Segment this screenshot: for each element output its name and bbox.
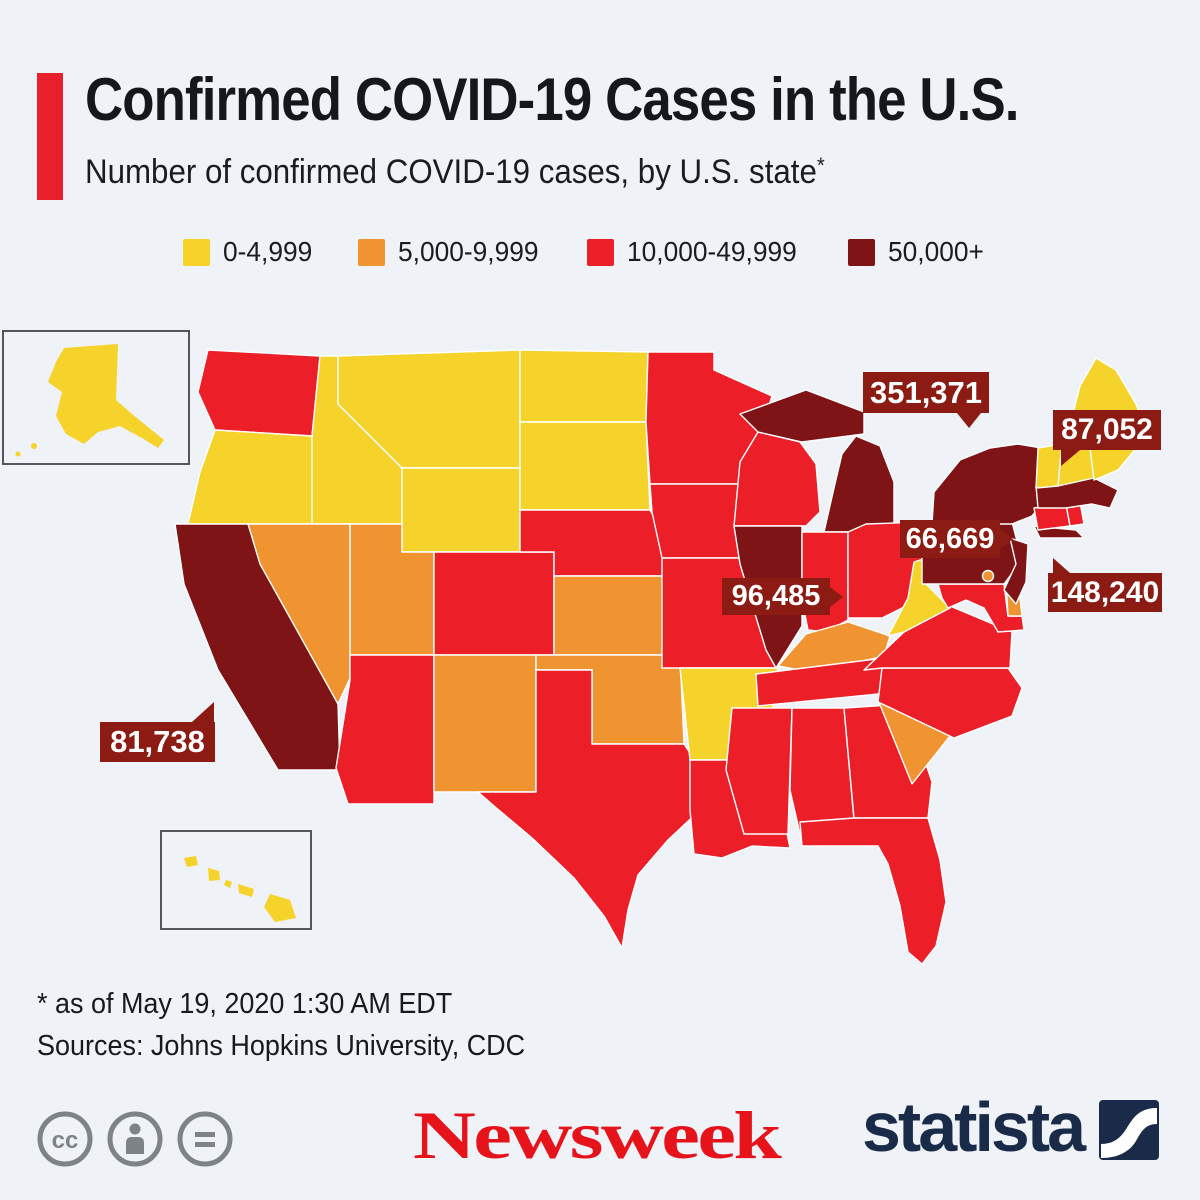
callout-new-york: 351,371 bbox=[863, 372, 989, 428]
state-ny bbox=[931, 443, 1043, 525]
title-accent-bar bbox=[37, 73, 63, 200]
alaska-island bbox=[31, 443, 37, 449]
state-sd bbox=[519, 421, 651, 511]
no-derivatives-equals-icon bbox=[177, 1111, 233, 1167]
state-ak bbox=[48, 344, 164, 448]
legend: 0-4,999 5,000-9,999 10,000-49,999 50,000… bbox=[183, 236, 990, 268]
state-nv bbox=[247, 523, 351, 705]
state-ms bbox=[725, 707, 793, 835]
hawaii-island-big bbox=[264, 894, 296, 922]
hawaii-island bbox=[238, 884, 254, 897]
cc-license-icons: cc bbox=[36, 1110, 234, 1168]
state-fl bbox=[799, 817, 947, 965]
callout-california: 81,738 bbox=[100, 702, 215, 762]
legend-label: 50,000+ bbox=[888, 236, 984, 267]
alaska-island bbox=[15, 451, 21, 457]
legend-swatch-yellow bbox=[183, 238, 210, 266]
legend-swatch-red bbox=[587, 238, 615, 266]
state-ks bbox=[553, 575, 681, 656]
state-wy bbox=[401, 467, 521, 553]
state-nd bbox=[519, 349, 649, 423]
page-title: Confirmed COVID-19 Cases in the U.S. bbox=[85, 66, 1019, 133]
footnote-sources: Sources: Johns Hopkins University, CDC bbox=[37, 1030, 526, 1062]
legend-item-bucket-1: 0-4,999 bbox=[183, 236, 318, 268]
state-nm bbox=[433, 654, 537, 793]
svg-text:cc: cc bbox=[52, 1127, 79, 1154]
state-al bbox=[789, 707, 855, 835]
page-subtitle: Number of confirmed COVID-19 cases, by U… bbox=[85, 153, 825, 191]
state-or bbox=[187, 429, 319, 525]
legend-item-bucket-3: 10,000-49,999 bbox=[587, 236, 808, 268]
legend-item-bucket-2: 5,000-9,999 bbox=[357, 236, 547, 268]
hawaii-inset bbox=[160, 830, 312, 930]
subtitle-asterisk: * bbox=[816, 153, 825, 178]
cc-icon: cc bbox=[37, 1111, 93, 1167]
state-nj bbox=[1003, 537, 1029, 605]
legend-label: 5,000-9,999 bbox=[397, 236, 539, 267]
state-md bbox=[937, 583, 1025, 633]
legend-swatch-darkred bbox=[848, 238, 876, 266]
callout-massachusetts: 87,052 bbox=[1053, 410, 1161, 466]
us-mainland-map bbox=[174, 349, 1149, 965]
legend-label: 10,000-49,999 bbox=[627, 236, 798, 267]
state-dc-dot bbox=[981, 569, 995, 583]
attribution-person-icon bbox=[107, 1111, 163, 1167]
statista-logo: statista bbox=[862, 1088, 1160, 1166]
hawaii-island bbox=[208, 868, 220, 881]
state-mi bbox=[823, 435, 895, 533]
footnote-date: * as of May 19, 2020 1:30 AM EDT bbox=[37, 988, 453, 1020]
callout-illinois: 96,485 bbox=[722, 578, 843, 615]
hawaii-island bbox=[224, 880, 232, 888]
callout-new-jersey: 148,240 bbox=[1048, 558, 1162, 612]
state-mi-upper bbox=[739, 389, 865, 443]
legend-item-bucket-4: 50,000+ bbox=[848, 236, 990, 268]
legend-label: 0-4,999 bbox=[223, 236, 313, 267]
state-tx bbox=[477, 669, 701, 949]
subtitle-text: Number of confirmed COVID-19 cases, by U… bbox=[85, 153, 817, 191]
legend-swatch-orange bbox=[357, 238, 385, 266]
state-az bbox=[335, 654, 435, 805]
callout-pennsylvania: 66,669 bbox=[900, 520, 1013, 558]
state-co bbox=[433, 551, 555, 656]
hawaii-island bbox=[184, 856, 198, 867]
alaska-inset bbox=[2, 330, 190, 465]
statista-wordmark: statista bbox=[862, 1088, 1086, 1166]
statista-logomark-icon bbox=[1099, 1100, 1160, 1160]
state-wa bbox=[197, 349, 321, 437]
newsweek-logo: Newsweek bbox=[413, 1097, 782, 1173]
state-wi bbox=[733, 431, 821, 527]
